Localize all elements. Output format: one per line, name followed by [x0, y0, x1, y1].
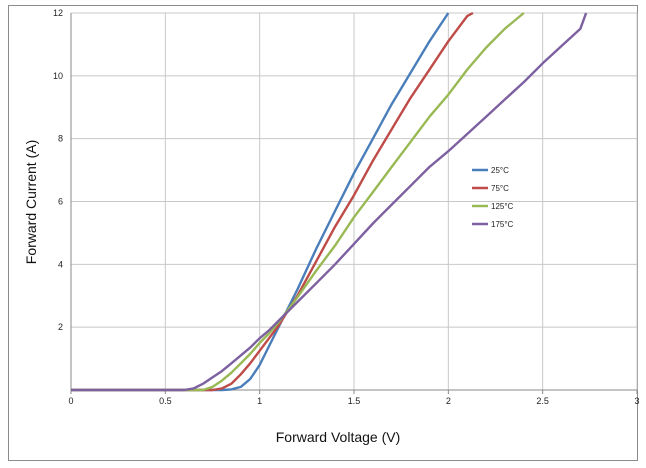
x-tick-label: 3 — [634, 396, 639, 406]
x-tick-label: 1.5 — [348, 396, 361, 406]
tick-labels: 0 0.5 1 1.5 2 2.5 3 2 4 6 8 10 12 — [53, 8, 640, 406]
series-line — [71, 12, 525, 392]
series-lines — [71, 11, 588, 392]
series-line — [71, 12, 450, 392]
x-tick-label: 0.5 — [159, 396, 172, 406]
grid — [70, 12, 638, 394]
x-tick-label: 0 — [68, 396, 73, 406]
x-tick-label: 1 — [257, 396, 262, 406]
x-tick-label: 2 — [446, 396, 451, 406]
y-tick-label: 8 — [58, 134, 63, 144]
x-tick-label: 2.5 — [536, 396, 549, 406]
series-line — [71, 11, 474, 392]
series-line — [71, 12, 588, 392]
y-tick-label: 10 — [53, 71, 63, 81]
y-tick-label: 2 — [58, 322, 63, 332]
legend-label: 75°C — [491, 184, 509, 193]
legend-label: 175°C — [491, 220, 514, 229]
legend-label: 25°C — [491, 166, 509, 175]
legend: 25°C 75°C 125°C 175°C — [472, 166, 514, 229]
legend-label: 125°C — [491, 202, 514, 211]
x-axis-title: Forward Voltage (V) — [276, 429, 401, 445]
y-tick-label: 6 — [58, 197, 63, 207]
y-tick-label: 4 — [58, 259, 63, 269]
y-axis-title: Forward Current (A) — [23, 140, 39, 264]
y-tick-label: 12 — [53, 8, 63, 18]
